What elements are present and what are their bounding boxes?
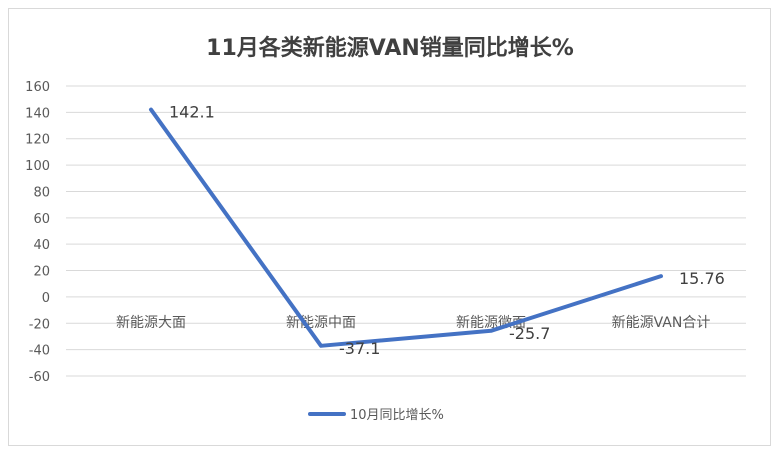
chart-frame: [8, 8, 771, 446]
y-tick-label: 140: [25, 106, 50, 121]
chart-title: 11月各类新能源VAN销量同比增长%: [206, 36, 574, 61]
legend-label: 10月同比增长%: [350, 408, 444, 423]
y-tick-label: 20: [33, 265, 50, 280]
y-tick-label: -20: [29, 317, 50, 332]
y-tick-label: 40: [33, 238, 50, 253]
data-label: 15.76: [679, 269, 725, 288]
y-tick-label: 0: [42, 291, 50, 306]
y-tick-label: 100: [25, 159, 50, 174]
legend-swatch: [308, 411, 346, 416]
y-tick-label: -60: [29, 370, 50, 385]
y-tick-label: 80: [33, 185, 50, 200]
x-tick-label: 新能源VAN合计: [612, 315, 711, 331]
data-label: 142.1: [169, 103, 215, 122]
x-tick-label: 新能源大面: [116, 315, 186, 331]
data-label: -25.7: [509, 324, 550, 343]
data-label: -37.1: [339, 339, 380, 358]
x-tick-label: 新能源中面: [286, 315, 356, 331]
y-tick-label: 160: [25, 80, 50, 95]
y-tick-label: -40: [29, 344, 50, 359]
series-line: [149, 107, 663, 348]
y-tick-label: 120: [25, 133, 50, 148]
legend: 10月同比增长%: [308, 404, 444, 423]
y-tick-label: 60: [33, 212, 50, 227]
